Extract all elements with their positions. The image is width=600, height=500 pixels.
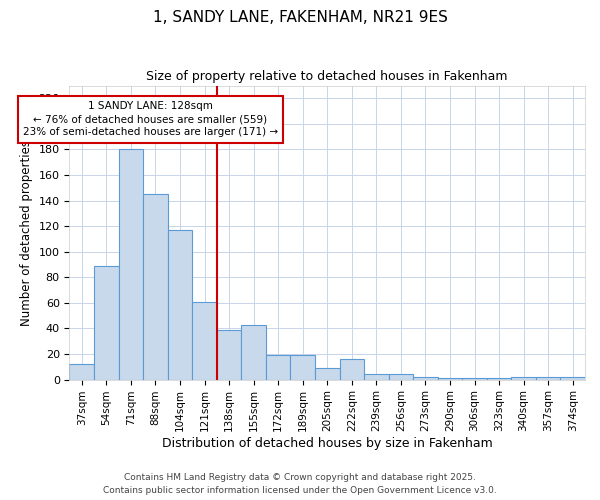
Title: Size of property relative to detached houses in Fakenham: Size of property relative to detached ho… (146, 70, 508, 83)
Bar (389, 374, 413, 380)
Bar (266, 356, 290, 380)
Bar (438, 378, 462, 380)
Bar (315, 368, 340, 380)
Bar (94, 266, 119, 380)
Bar (217, 330, 241, 380)
Bar (167, 230, 192, 380)
Bar (536, 377, 560, 380)
Bar (340, 359, 364, 380)
Bar (70, 364, 94, 380)
Bar (462, 378, 487, 380)
X-axis label: Distribution of detached houses by size in Fakenham: Distribution of detached houses by size … (162, 437, 493, 450)
Y-axis label: Number of detached properties: Number of detached properties (20, 140, 33, 326)
Text: Contains HM Land Registry data © Crown copyright and database right 2025.
Contai: Contains HM Land Registry data © Crown c… (103, 474, 497, 495)
Text: 1 SANDY LANE: 128sqm
← 76% of detached houses are smaller (559)
23% of semi-deta: 1 SANDY LANE: 128sqm ← 76% of detached h… (23, 101, 278, 138)
Text: 1, SANDY LANE, FAKENHAM, NR21 9ES: 1, SANDY LANE, FAKENHAM, NR21 9ES (152, 10, 448, 25)
Bar (364, 374, 389, 380)
Bar (119, 150, 143, 380)
Bar (511, 377, 536, 380)
Bar (560, 377, 585, 380)
Bar (290, 356, 315, 380)
Bar (413, 377, 438, 380)
Bar (192, 302, 217, 380)
Bar (241, 324, 266, 380)
Bar (487, 378, 511, 380)
Bar (143, 194, 167, 380)
